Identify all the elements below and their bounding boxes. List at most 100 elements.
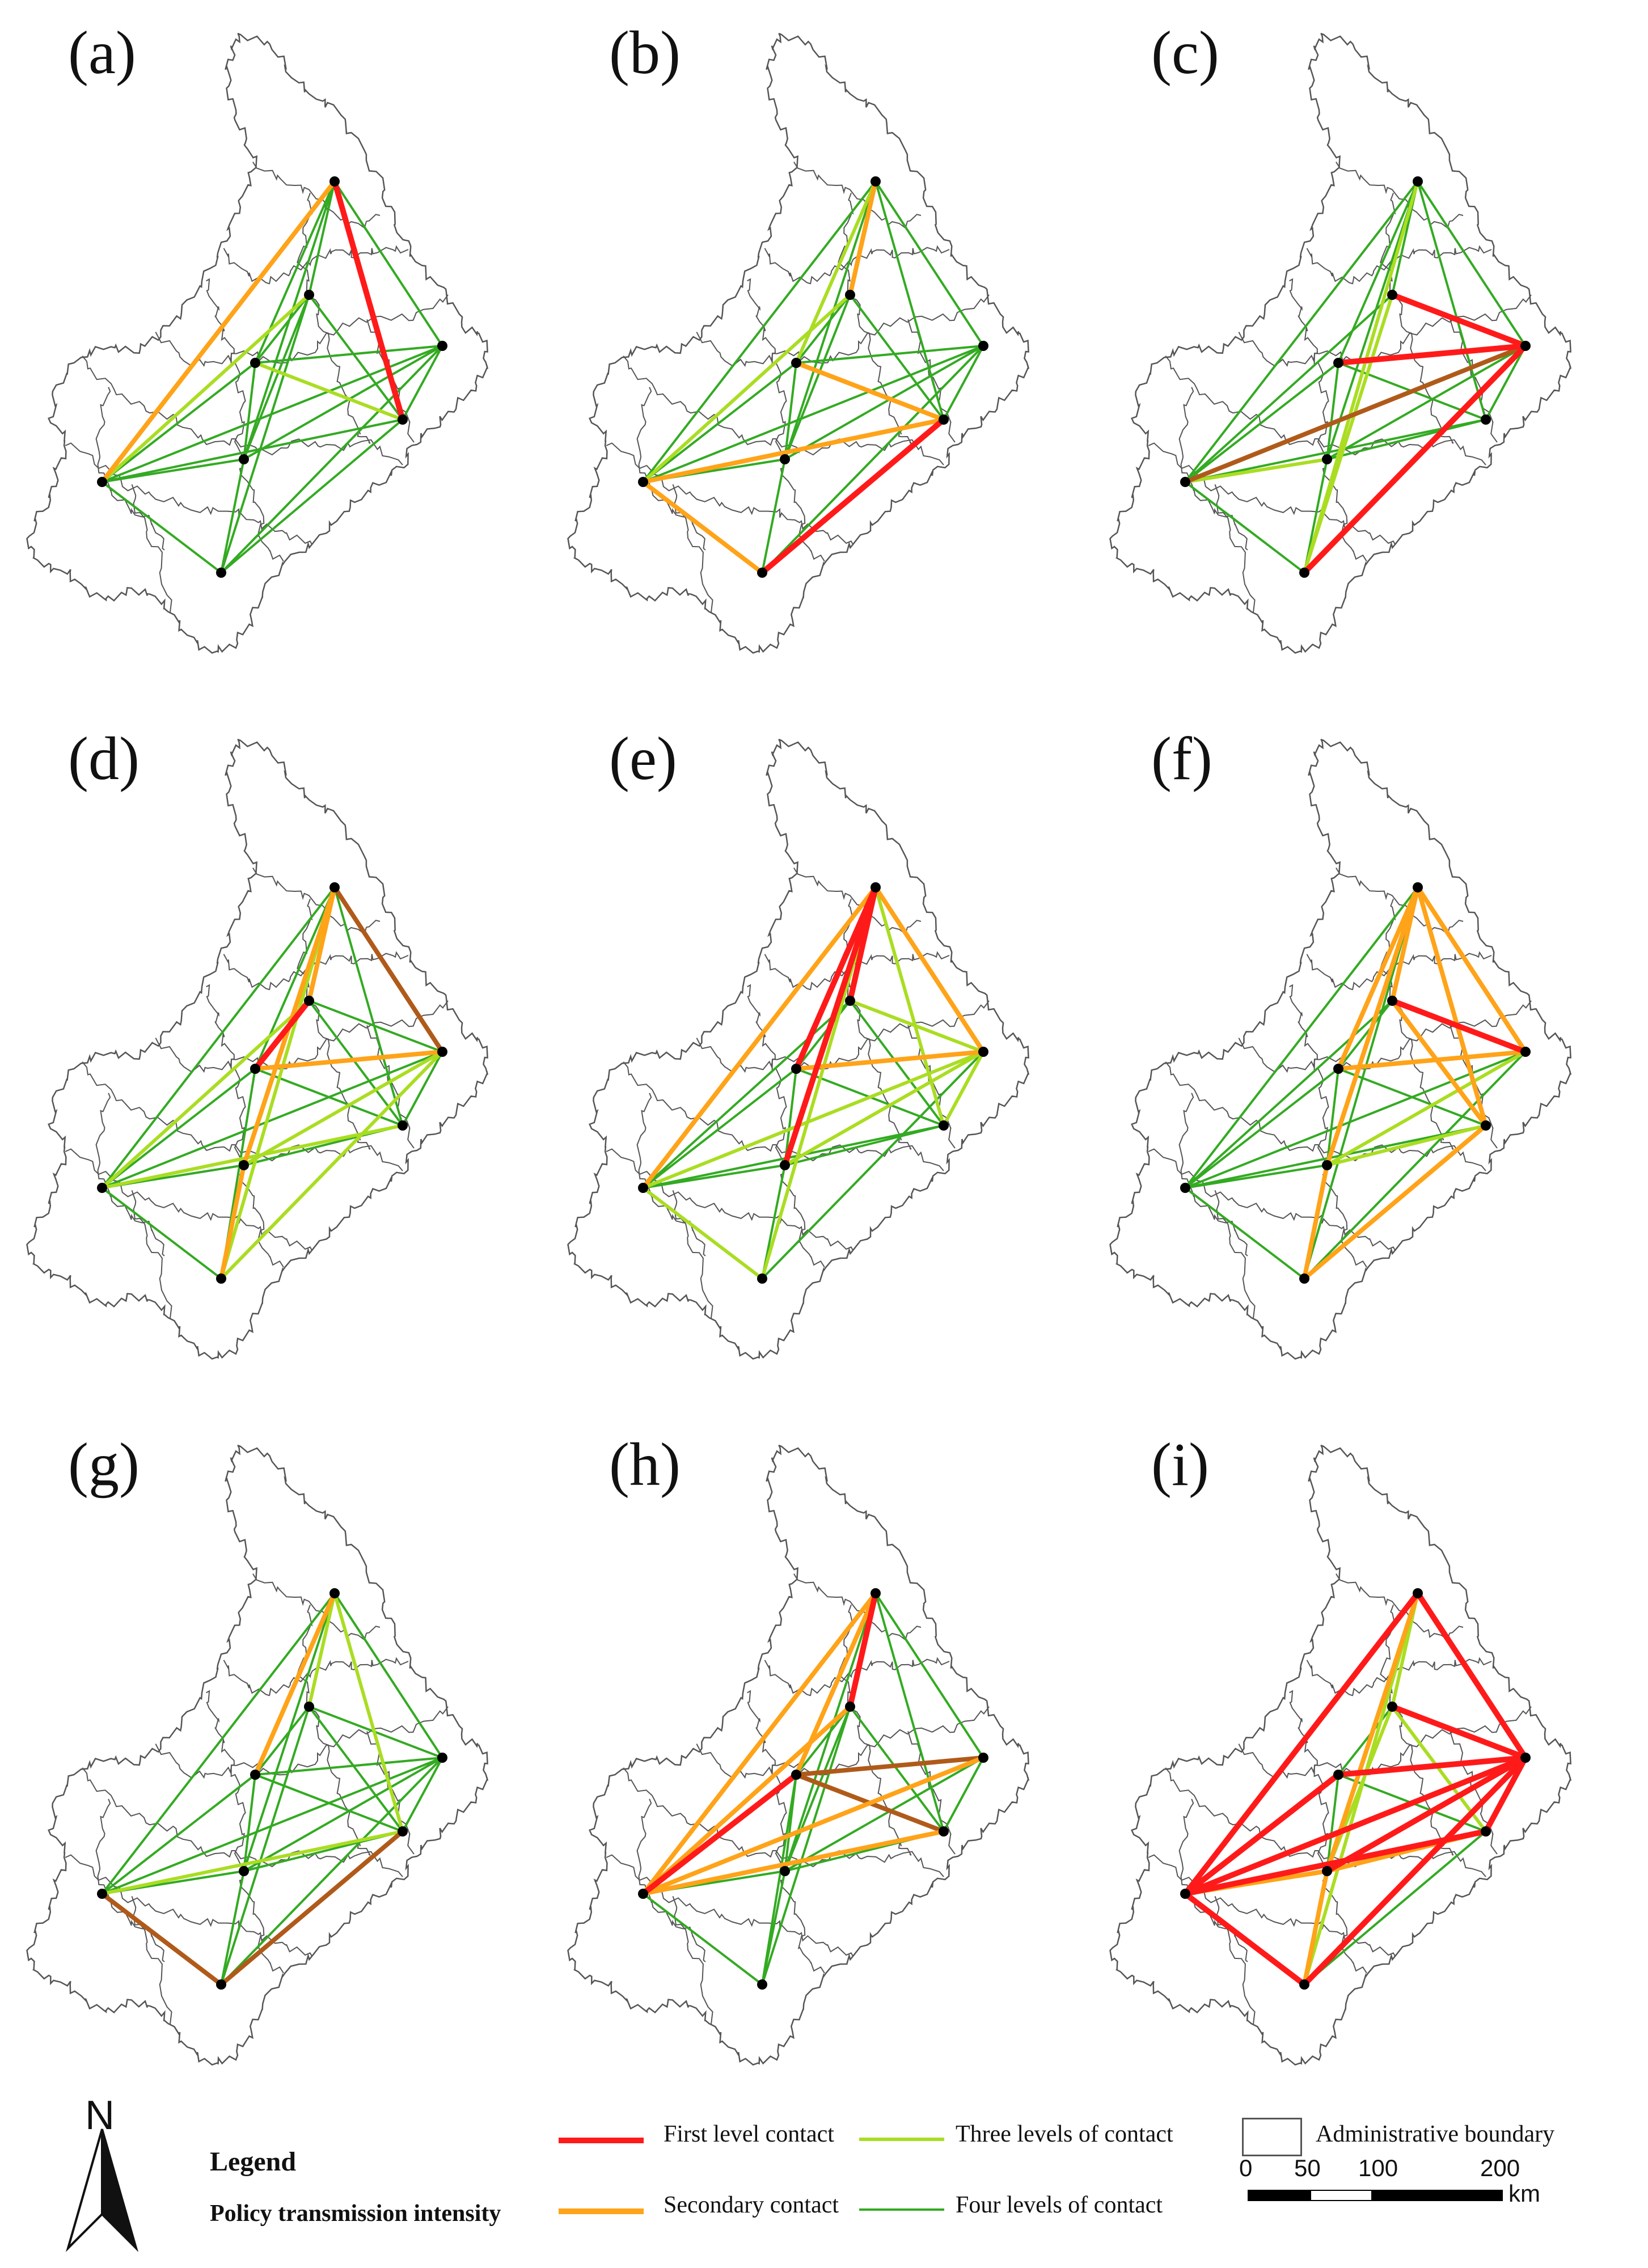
link-four bbox=[761, 1706, 851, 1986]
link-first bbox=[1302, 1755, 1528, 1987]
link-four bbox=[784, 345, 984, 460]
panel-label: (d) bbox=[68, 725, 140, 793]
panel-label: (g) bbox=[68, 1431, 140, 1499]
link-four bbox=[849, 1000, 945, 1127]
city-node bbox=[329, 176, 340, 187]
link-four bbox=[1326, 418, 1487, 460]
map-panel-i: (i) bbox=[1100, 1423, 1633, 2126]
inner-boundary bbox=[764, 245, 950, 285]
link-four bbox=[254, 345, 443, 364]
link-four bbox=[1326, 362, 1339, 460]
map-svg bbox=[567, 32, 1030, 654]
city-node bbox=[1520, 1753, 1531, 1763]
link-first bbox=[1415, 1590, 1528, 1761]
link-four bbox=[243, 1774, 256, 1872]
city-node bbox=[757, 1979, 767, 1990]
city-node bbox=[845, 996, 855, 1006]
link-four bbox=[101, 418, 404, 483]
link-second bbox=[1302, 1163, 1329, 1281]
legend-label-boundary: Administrative boundary bbox=[1316, 2121, 1555, 2147]
scale-tick-200: 200 bbox=[1480, 2155, 1520, 2181]
link-second bbox=[253, 1591, 337, 1777]
city-node bbox=[1413, 882, 1423, 892]
link-three bbox=[1303, 180, 1419, 574]
city-node bbox=[1333, 1064, 1343, 1074]
inner-boundary bbox=[838, 898, 912, 1150]
link-four bbox=[874, 1592, 984, 1759]
administrative-boundary bbox=[1109, 32, 1572, 654]
city-node bbox=[939, 414, 949, 425]
legend-label-three: Three levels of contact bbox=[956, 2121, 1173, 2147]
inner-boundary bbox=[1336, 162, 1464, 229]
link-second bbox=[100, 179, 337, 484]
link-four bbox=[1303, 1830, 1487, 1986]
scale-segment-3 bbox=[1372, 2190, 1503, 2201]
link-four bbox=[795, 294, 851, 364]
link-second bbox=[1415, 885, 1488, 1128]
city-node bbox=[638, 1889, 648, 1899]
link-four bbox=[220, 458, 245, 574]
inner-boundary bbox=[1380, 192, 1454, 444]
panel-label: (h) bbox=[609, 1431, 681, 1499]
city-node bbox=[216, 1273, 226, 1284]
map-svg bbox=[26, 32, 489, 654]
link-first bbox=[332, 179, 405, 422]
link-four bbox=[874, 180, 984, 347]
link-first bbox=[1302, 343, 1528, 576]
panel-label: (c) bbox=[1151, 19, 1219, 87]
link-first bbox=[640, 1772, 799, 1897]
city-node bbox=[1322, 1160, 1332, 1170]
panel-label: (i) bbox=[1151, 1431, 1209, 1499]
link-four bbox=[1184, 481, 1305, 574]
city-node bbox=[978, 341, 988, 351]
inner-boundary bbox=[606, 442, 853, 545]
link-four bbox=[642, 1164, 786, 1189]
city-node bbox=[638, 1183, 648, 1193]
map-svg bbox=[1109, 738, 1572, 1360]
link-first bbox=[759, 417, 946, 576]
city-node bbox=[780, 1160, 790, 1170]
city-node bbox=[1481, 1120, 1491, 1131]
city-node bbox=[329, 882, 340, 892]
legend-label-first: First level contact bbox=[664, 2121, 834, 2147]
link-four bbox=[243, 1757, 443, 1872]
link-first bbox=[847, 885, 878, 1004]
administrative-boundary bbox=[26, 1444, 489, 2066]
link-four bbox=[220, 345, 443, 574]
link-first bbox=[1182, 1772, 1341, 1897]
city-node bbox=[304, 1702, 314, 1712]
city-node bbox=[398, 1120, 408, 1131]
link-three bbox=[100, 1830, 404, 1895]
link-three bbox=[100, 1124, 404, 1190]
inner-boundary bbox=[206, 1690, 284, 1974]
link-four bbox=[1337, 1000, 1393, 1070]
administrative-boundary bbox=[26, 738, 489, 1360]
link-four bbox=[254, 1774, 404, 1833]
inner-boundary bbox=[223, 245, 409, 285]
inner-boundary bbox=[838, 1604, 912, 1856]
link-four bbox=[308, 1000, 443, 1053]
link-four bbox=[784, 1124, 945, 1166]
inner-boundary bbox=[1289, 984, 1367, 1268]
north-arrow-icon bbox=[65, 2129, 139, 2252]
north-label: N bbox=[85, 2093, 115, 2138]
city-node bbox=[239, 1866, 249, 1876]
link-four bbox=[1184, 1051, 1527, 1189]
link-four bbox=[943, 345, 984, 421]
city-node bbox=[1180, 477, 1190, 487]
map-panel-d: (d) bbox=[17, 717, 550, 1420]
link-four bbox=[795, 1706, 851, 1776]
link-four bbox=[254, 1757, 443, 1776]
administrative-boundary bbox=[26, 32, 489, 654]
city-node bbox=[437, 1047, 447, 1057]
inner-boundary bbox=[1148, 1854, 1396, 1957]
city-node bbox=[780, 454, 790, 464]
link-four bbox=[101, 1774, 256, 1895]
link-four bbox=[1303, 886, 1419, 1280]
link-three bbox=[641, 1050, 985, 1190]
link-second bbox=[1415, 885, 1528, 1054]
map-panel-b: (b) bbox=[558, 11, 1091, 714]
inner-boundary bbox=[623, 1767, 944, 1877]
link-second bbox=[1302, 1123, 1488, 1281]
city-node bbox=[1387, 290, 1397, 300]
